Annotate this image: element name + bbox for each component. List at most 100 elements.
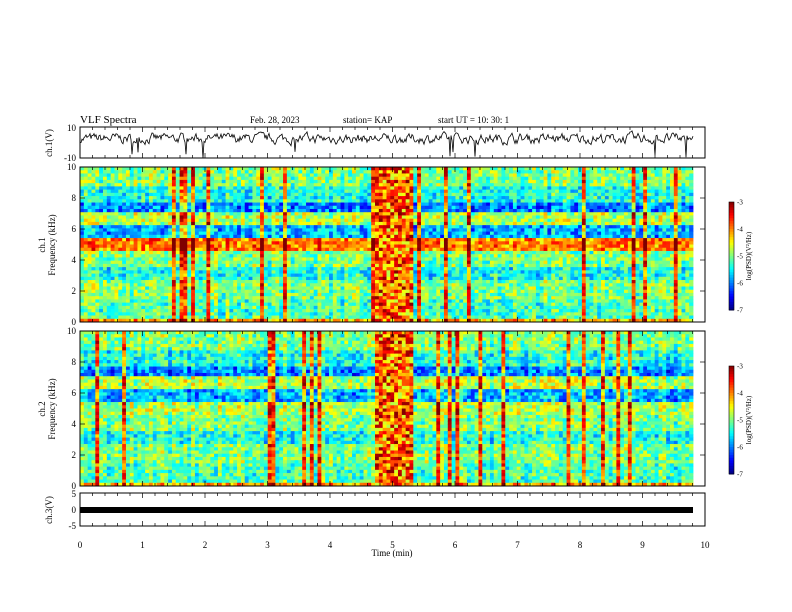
spectrogram-cell: [125, 186, 131, 191]
spectrogram-cell: [436, 202, 441, 207]
spectrogram-cell: [263, 183, 269, 187]
spectrogram-cell: [271, 221, 276, 226]
spectrogram-cell: [451, 263, 456, 268]
spectrogram-cell: [118, 260, 123, 265]
spectrogram-cell: [148, 179, 154, 184]
spectrogram-cell: [141, 189, 146, 194]
spectrogram-cell: [175, 315, 181, 320]
spectrogram-cell: [91, 189, 96, 194]
spectrogram-cell: [125, 296, 131, 300]
spectrogram-cell: [256, 318, 261, 323]
spectrogram-cell: [344, 205, 349, 210]
spectrogram-cell: [102, 309, 108, 313]
spectrogram-cell: [248, 179, 253, 184]
spectrogram-cell: [87, 192, 92, 197]
spectrogram-cell: [302, 183, 307, 187]
spectrogram-cell: [160, 312, 165, 316]
spectrogram-cell: [313, 247, 318, 252]
spectrogram-cell: [263, 318, 269, 323]
spectrogram-cell: [148, 286, 154, 291]
spectrogram-cell: [260, 247, 265, 252]
spectrogram-cell: [263, 231, 269, 236]
spectrogram-cell: [225, 212, 230, 216]
spectrogram-cell: [271, 192, 276, 197]
spectrogram-cell: [164, 247, 169, 252]
spectrogram-cell: [306, 183, 311, 187]
spectrogram-cell: [417, 257, 422, 262]
spectrogram-cell: [459, 199, 464, 203]
spectrogram-cell: [375, 183, 380, 187]
spectrogram-cell: [363, 231, 368, 236]
spectrogram-cell: [275, 176, 280, 181]
spectrogram-cell: [409, 244, 414, 249]
spectrogram-cell: [298, 273, 303, 278]
spectrogram-cell: [194, 267, 200, 271]
spectrogram-cell: [237, 318, 242, 323]
spectrogram-cell: [428, 221, 433, 226]
spectrogram-cell: [210, 241, 215, 245]
spectrogram-cell: [466, 247, 472, 252]
spectrogram-cell: [405, 318, 410, 323]
spectrogram-cell: [256, 305, 261, 310]
spectrogram-cell: [118, 254, 123, 258]
spectrogram-cell: [344, 257, 349, 262]
spectrogram-cell: [118, 218, 123, 223]
spectrogram-cell: [286, 280, 292, 284]
spectrogram-cell: [397, 260, 403, 265]
spectrogram-cell: [99, 257, 104, 262]
spectrogram-cell: [340, 309, 345, 313]
spectrogram-cell: [463, 192, 468, 197]
spectrogram-cell: [302, 179, 307, 184]
spectrogram-cell: [217, 273, 223, 278]
spectrogram-cell: [409, 286, 414, 291]
spectrogram-cell: [229, 254, 234, 258]
spectrogram-cell: [233, 199, 238, 203]
spectrogram-cell: [336, 212, 341, 216]
spectrogram-cell: [114, 305, 119, 310]
spectrogram-cell: [470, 260, 476, 265]
spectrogram-cell: [125, 276, 131, 281]
spectrogram-cell: [198, 202, 203, 207]
spectrogram-cell: [420, 315, 426, 320]
spectrogram-cell: [325, 241, 330, 245]
spectrogram-cell: [263, 208, 269, 213]
spectrogram-cell: [83, 212, 89, 216]
spectrogram-cell: [286, 263, 292, 268]
spectrogram-cell: [290, 192, 295, 197]
spectrogram-cell: [263, 247, 269, 252]
spectrogram-cell: [198, 179, 203, 184]
spectrogram-cell: [156, 280, 161, 284]
spectrogram-cell: [80, 167, 85, 171]
spectrogram-cell: [420, 244, 426, 249]
spectrogram-cell: [344, 189, 349, 194]
spectrogram-cell: [466, 238, 472, 242]
spectrogram-cell: [271, 273, 276, 278]
spectrogram-cell: [129, 244, 135, 249]
spectrogram-cell: [302, 315, 307, 320]
spectrogram-cell: [302, 176, 307, 181]
spectrogram-cell: [466, 176, 472, 181]
spectrogram-cell: [187, 247, 192, 252]
spectrogram-cell: [160, 192, 165, 197]
spectrogram-cell: [194, 170, 200, 174]
spectrogram-cell: [125, 241, 131, 245]
spectrogram-cell: [191, 231, 196, 236]
spectrogram-cell: [451, 273, 456, 278]
spectrogram-cell: [275, 305, 280, 310]
spectrogram-cell: [329, 241, 334, 245]
spectrogram-cell: [237, 247, 242, 252]
spectrogram-cell: [359, 260, 364, 265]
spectrogram-cell: [424, 289, 430, 294]
spectrogram-cell: [397, 167, 403, 171]
spectrogram-cell: [156, 241, 161, 245]
spectrogram-cell: [175, 305, 181, 310]
spectrogram-cell: [325, 257, 330, 262]
spectrogram-cell: [325, 205, 330, 210]
spectrogram-cell: [413, 234, 418, 239]
spectrogram-cell: [325, 247, 330, 252]
spectrogram-cell: [263, 244, 269, 249]
spectrogram-cell: [332, 318, 338, 323]
spectrogram-cell: [432, 315, 437, 320]
spectrogram-cell: [148, 238, 154, 242]
spectrogram-cell: [244, 286, 249, 291]
